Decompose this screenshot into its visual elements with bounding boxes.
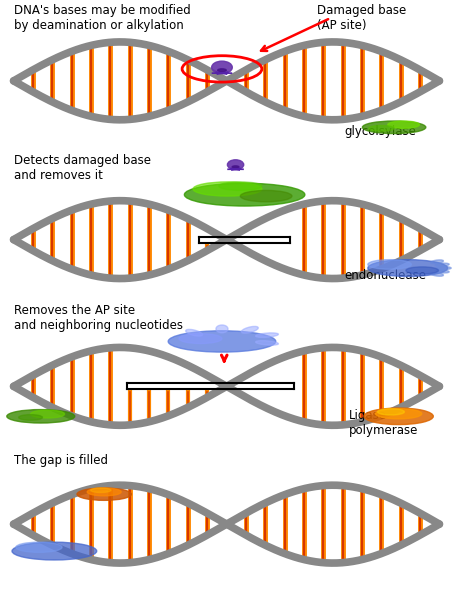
Ellipse shape xyxy=(362,121,426,134)
Ellipse shape xyxy=(437,267,451,270)
Ellipse shape xyxy=(19,415,43,420)
Ellipse shape xyxy=(364,408,433,425)
Ellipse shape xyxy=(186,329,202,336)
Text: DNA's bases may be modified
by deamination or alkylation: DNA's bases may be modified by deaminati… xyxy=(14,5,190,32)
Ellipse shape xyxy=(216,325,228,333)
Ellipse shape xyxy=(406,267,439,274)
Text: Ligase
polymerase: Ligase polymerase xyxy=(349,409,418,437)
Ellipse shape xyxy=(435,270,449,273)
Text: endonuclease: endonuclease xyxy=(344,268,426,282)
Ellipse shape xyxy=(241,326,258,333)
Ellipse shape xyxy=(435,263,449,267)
Ellipse shape xyxy=(431,273,443,276)
Ellipse shape xyxy=(212,61,232,74)
Ellipse shape xyxy=(255,333,279,337)
Ellipse shape xyxy=(369,125,394,131)
Ellipse shape xyxy=(368,260,448,277)
Ellipse shape xyxy=(87,488,121,496)
Ellipse shape xyxy=(179,334,222,344)
Text: The gap is filled: The gap is filled xyxy=(14,454,108,467)
Ellipse shape xyxy=(376,409,422,419)
Ellipse shape xyxy=(219,182,262,190)
Ellipse shape xyxy=(16,542,62,552)
Ellipse shape xyxy=(168,331,276,352)
Text: Removes the AP site
and neighboring nucleotides: Removes the AP site and neighboring nucl… xyxy=(14,304,183,332)
Ellipse shape xyxy=(30,410,64,418)
Ellipse shape xyxy=(7,410,75,423)
Ellipse shape xyxy=(431,260,443,264)
Ellipse shape xyxy=(368,260,411,270)
Ellipse shape xyxy=(77,488,131,500)
Ellipse shape xyxy=(184,183,305,206)
Ellipse shape xyxy=(91,488,111,492)
Text: Detects damaged base
and removes it: Detects damaged base and removes it xyxy=(14,154,150,182)
Ellipse shape xyxy=(377,409,405,415)
Text: glycolsylase: glycolsylase xyxy=(344,125,416,138)
Ellipse shape xyxy=(193,182,262,196)
Ellipse shape xyxy=(217,69,226,72)
Ellipse shape xyxy=(12,542,97,560)
Ellipse shape xyxy=(255,341,279,345)
Ellipse shape xyxy=(227,160,244,170)
Ellipse shape xyxy=(388,121,419,128)
Ellipse shape xyxy=(240,190,292,202)
Text: Damaged base
(AP site): Damaged base (AP site) xyxy=(317,5,406,32)
Ellipse shape xyxy=(232,166,239,168)
